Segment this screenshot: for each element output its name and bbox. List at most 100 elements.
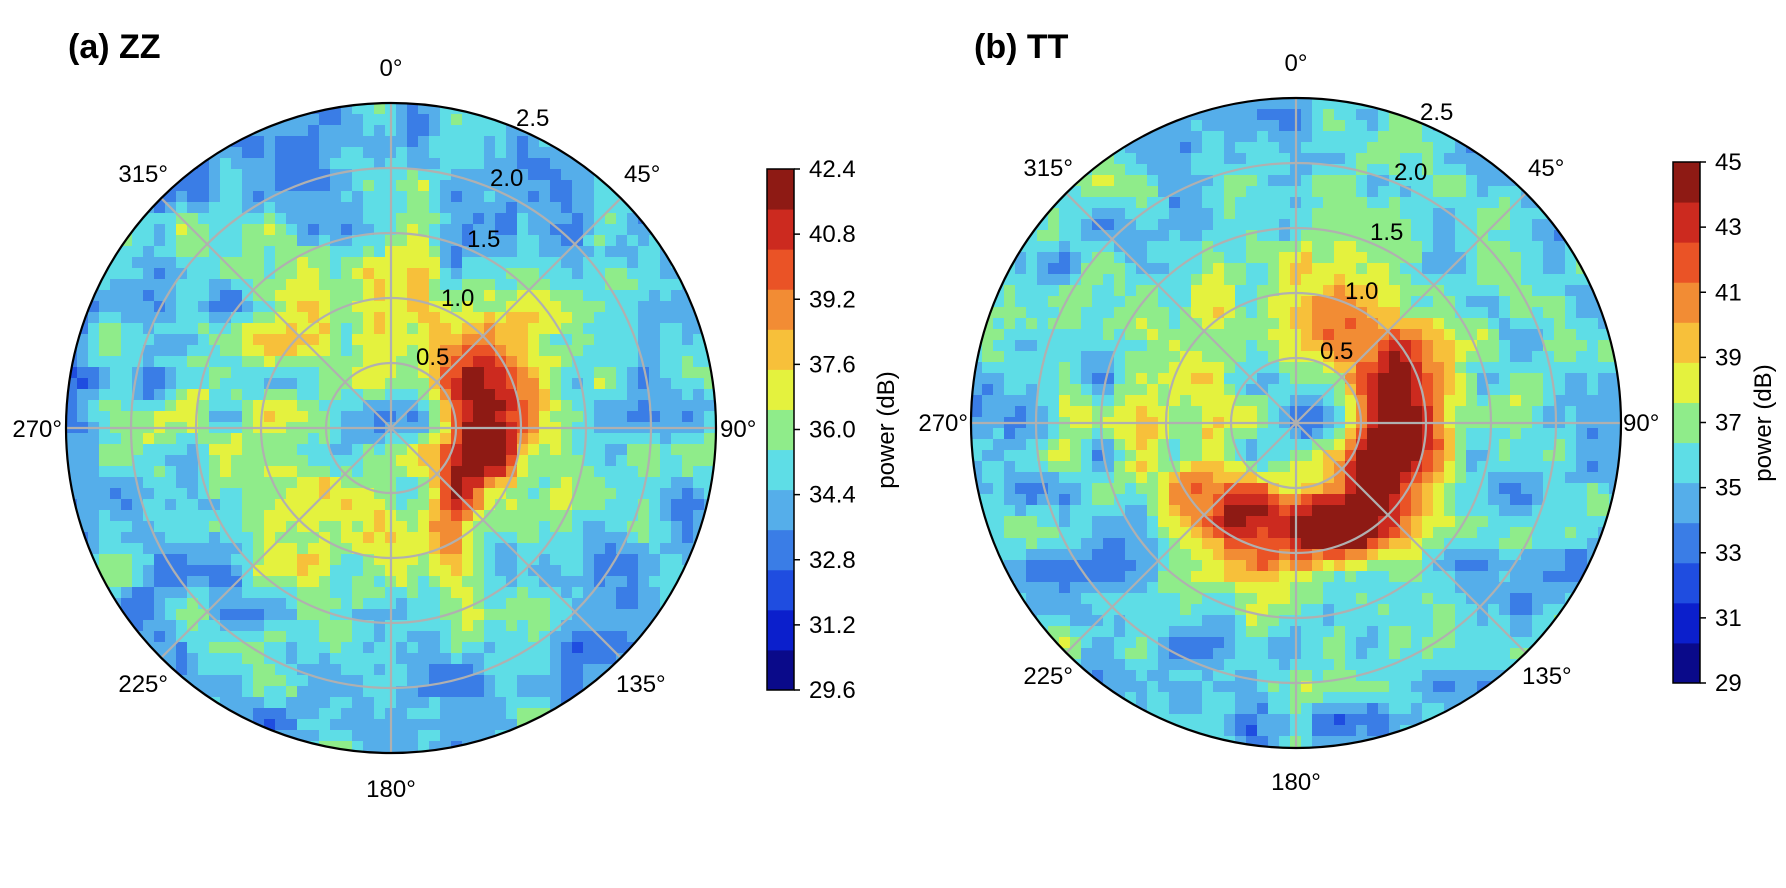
- heatmap-cell: [495, 565, 507, 577]
- heatmap-cell: [1334, 681, 1346, 693]
- heatmap-cell: [1235, 296, 1247, 308]
- heatmap-cell: [1378, 604, 1390, 616]
- heatmap-cell: [1092, 307, 1104, 319]
- heatmap-cell: [330, 741, 342, 753]
- heatmap-cell: [1367, 450, 1379, 462]
- heatmap-cell: [1323, 648, 1335, 660]
- heatmap-cell: [1224, 318, 1236, 330]
- heatmap-cell: [517, 675, 529, 687]
- heatmap-cell: [473, 147, 485, 159]
- heatmap-cell: [572, 378, 584, 390]
- heatmap-cell: [528, 664, 540, 676]
- heatmap-cell: [693, 400, 705, 412]
- heatmap-cell: [594, 565, 606, 577]
- heatmap-cell: [1268, 648, 1280, 660]
- heatmap-cell: [88, 433, 100, 445]
- heatmap-cell: [308, 708, 320, 720]
- heatmap-cell: [253, 521, 265, 533]
- heatmap-cell: [330, 290, 342, 302]
- heatmap-cell: [594, 334, 606, 346]
- heatmap-cell: [638, 466, 650, 478]
- heatmap-cell: [462, 367, 474, 379]
- heatmap-cell: [374, 686, 386, 698]
- heatmap-cell: [473, 158, 485, 170]
- heatmap-cell: [242, 235, 254, 247]
- heatmap-cell: [374, 378, 386, 390]
- heatmap-cell: [583, 642, 595, 654]
- heatmap-cell: [1015, 340, 1027, 352]
- heatmap-cell: [660, 400, 672, 412]
- heatmap-cell: [1125, 384, 1137, 396]
- heatmap-cell: [594, 246, 606, 258]
- radial-tick-label: 1.0: [441, 285, 474, 312]
- heatmap-cell: [286, 455, 298, 467]
- heatmap-cell: [550, 323, 562, 335]
- heatmap-cell: [495, 444, 507, 456]
- heatmap-cell: [264, 664, 276, 676]
- heatmap-cell: [264, 521, 276, 533]
- heatmap-cell: [1081, 230, 1093, 242]
- heatmap-cell: [429, 510, 441, 522]
- heatmap-cell: [297, 257, 309, 269]
- heatmap-cell: [418, 378, 430, 390]
- heatmap-cell: [1323, 241, 1335, 253]
- heatmap-cell: [1026, 538, 1038, 550]
- heatmap-cell: [242, 455, 254, 467]
- heatmap-cell: [561, 477, 573, 489]
- heatmap-cell: [1301, 395, 1313, 407]
- heatmap-cell: [143, 620, 155, 632]
- heatmap-cell: [473, 136, 485, 148]
- heatmap-cell: [1026, 593, 1038, 605]
- heatmap-cell: [1323, 230, 1335, 242]
- heatmap-cell: [209, 411, 221, 423]
- heatmap-cell: [1180, 604, 1192, 616]
- heatmap-cell: [363, 279, 375, 291]
- heatmap-cell: [231, 202, 243, 214]
- heatmap-cell: [88, 477, 100, 489]
- heatmap-cell: [1081, 516, 1093, 528]
- heatmap-cell: [429, 708, 441, 720]
- heatmap-cell: [374, 620, 386, 632]
- heatmap-cell: [1312, 560, 1324, 572]
- heatmap-cell: [1048, 604, 1060, 616]
- heatmap-cell: [308, 411, 320, 423]
- heatmap-cell: [286, 466, 298, 478]
- heatmap-cell: [1004, 483, 1016, 495]
- heatmap-cell: [99, 312, 111, 324]
- heatmap-cell: [242, 576, 254, 588]
- heatmap-cell: [495, 213, 507, 225]
- heatmap-cell: [1092, 648, 1104, 660]
- heatmap-cell: [1202, 230, 1214, 242]
- heatmap-cell: [330, 521, 342, 533]
- heatmap-cell: [1015, 450, 1027, 462]
- heatmap-cell: [1169, 241, 1181, 253]
- heatmap-cell: [638, 334, 650, 346]
- heatmap-cell: [77, 290, 89, 302]
- heatmap-cell: [1356, 252, 1368, 264]
- heatmap-cell: [1158, 373, 1170, 385]
- heatmap-cell: [473, 202, 485, 214]
- heatmap-cell: [1081, 604, 1093, 616]
- heatmap-cell: [1092, 538, 1104, 550]
- heatmap-cell: [638, 389, 650, 401]
- heatmap-cell: [1367, 395, 1379, 407]
- heatmap-cell: [1378, 703, 1390, 715]
- heatmap-cell: [671, 499, 683, 511]
- heatmap-cell: [671, 246, 683, 258]
- heatmap-cell: [1323, 703, 1335, 715]
- heatmap-cell: [594, 235, 606, 247]
- heatmap-cell: [484, 246, 496, 258]
- heatmap-cell: [286, 191, 298, 203]
- heatmap-cell: [429, 389, 441, 401]
- heatmap-cell: [1213, 450, 1225, 462]
- heatmap-cell: [1048, 263, 1060, 275]
- heatmap-cell: [1125, 318, 1137, 330]
- heatmap-cell: [1202, 538, 1214, 550]
- heatmap-cell: [1378, 384, 1390, 396]
- heatmap-cell: [550, 697, 562, 709]
- heatmap-cell: [242, 477, 254, 489]
- heatmap-cell: [473, 730, 485, 742]
- heatmap-cell: [242, 411, 254, 423]
- heatmap-cell: [1356, 538, 1368, 550]
- heatmap-cell: [319, 455, 331, 467]
